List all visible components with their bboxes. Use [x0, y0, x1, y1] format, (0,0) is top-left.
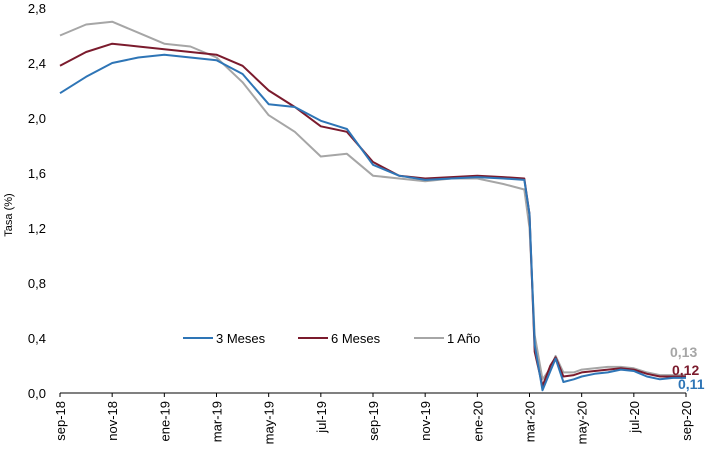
legend-label-1y: 1 Año: [447, 331, 480, 346]
x-tick-label: sep-19: [366, 401, 381, 441]
y-tick-label: 2,4: [28, 56, 46, 71]
x-tick-label: nov-19: [418, 401, 433, 441]
y-tick-label: 1,2: [28, 221, 46, 236]
legend-label-6m: 6 Meses: [331, 331, 381, 346]
series-line-1-ano: [59, 20, 686, 381]
end-label-6m: 0,12: [672, 362, 699, 378]
y-axis-title: Tasa (%): [3, 193, 15, 236]
series-line-3-meses: [59, 53, 686, 392]
end-labels: 0,13 0,12 0,11: [670, 344, 705, 392]
y-axis: Tasa (%): [3, 193, 15, 236]
x-ticks: sep-18 nov-18 ene-19 mar-19 may-19 jul-19 sep-…: [53, 393, 694, 444]
y-tick-label: 2,8: [28, 1, 46, 16]
end-label-1y: 0,13: [670, 344, 697, 360]
x-tick-label: mar-20: [523, 401, 538, 442]
y-tick-label: 0,8: [28, 276, 46, 291]
x-tick-label: nov-18: [105, 401, 120, 441]
y-tick-label: 0,0: [28, 386, 46, 401]
series-line-6-meses: [59, 42, 686, 388]
x-tick-label: ene-19: [157, 401, 172, 441]
end-label-3m: 0,11: [678, 376, 705, 392]
x-tick-label: mar-19: [210, 401, 225, 442]
y-tick-label: 2,0: [28, 111, 46, 126]
y-tick-label: 1,6: [28, 166, 46, 181]
series-lines: [59, 20, 686, 392]
x-tick-label: sep-20: [679, 401, 694, 441]
y-ticks: 0,0 0,4 0,8 1,2 1,6 2,0 2,4 2,8: [28, 1, 46, 401]
y-tick-label: 0,4: [28, 331, 46, 346]
x-tick-label: jul-20: [627, 401, 642, 434]
x-tick-label: may-19: [262, 401, 277, 444]
legend: 3 Meses 6 Meses 1 Año: [183, 331, 480, 346]
x-tick-label: sep-18: [53, 401, 68, 441]
x-tick-label: ene-20: [470, 401, 485, 441]
legend-label-3m: 3 Meses: [216, 331, 266, 346]
x-tick-label: may-20: [575, 401, 590, 444]
x-tick-label: jul-19: [314, 401, 329, 434]
